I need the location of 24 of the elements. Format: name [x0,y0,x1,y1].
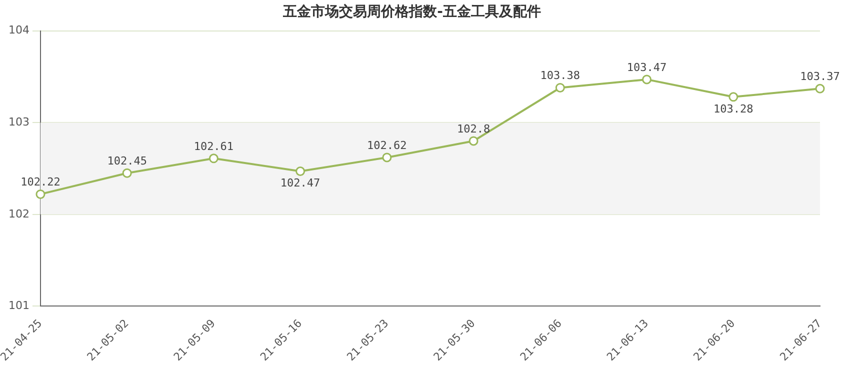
data-label: 102.62 [367,138,407,152]
data-label: 102.47 [280,176,320,190]
point [642,74,652,84]
point [728,92,738,102]
chart-title: 五金市场交易周价格指数-五金工具及配件 [282,3,541,20]
y-tick-label: 101 [8,299,30,312]
point [122,168,132,178]
data-label: 102.45 [107,154,147,168]
point [382,152,392,162]
y-tick-label: 102 [8,207,30,220]
point [296,166,306,176]
point [36,189,46,199]
point [815,84,825,94]
data-label: 103.37 [800,70,840,83]
data-label: 102.8 [456,122,490,136]
data-label: 102.61 [194,140,234,153]
point [208,154,218,164]
y-tick-label: 103 [8,115,30,128]
point [468,136,478,146]
data-label: 103.28 [714,102,754,116]
y-tick-label: 104 [8,24,30,37]
data-label: 103.47 [626,60,667,74]
data-label: 103.38 [540,69,580,82]
point [555,82,565,92]
